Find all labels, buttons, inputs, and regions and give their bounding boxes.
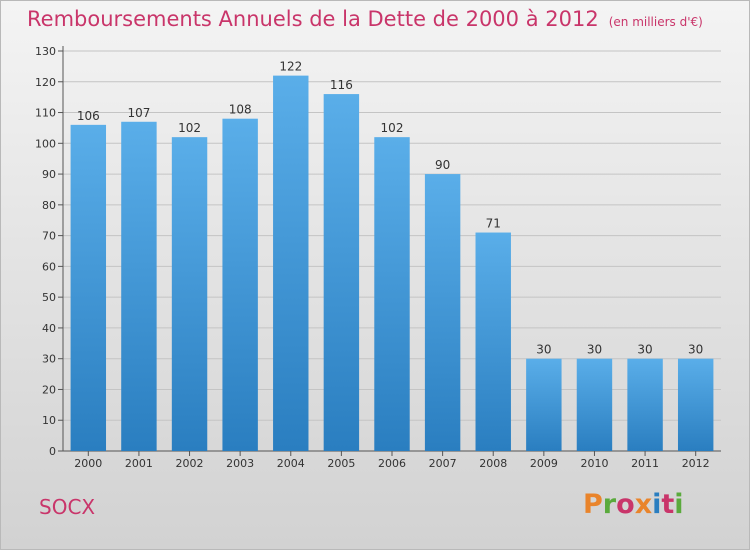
data-label: 71 [486, 217, 501, 231]
data-label: 116 [330, 78, 353, 92]
y-tick-label: 20 [42, 383, 56, 396]
labels: 0 10 20 30 40 50 60 70 80 90 100 110 120 130 106 2000 10… [35, 45, 710, 470]
proxiti-logo: Proxiti [583, 489, 684, 520]
data-label: 90 [435, 158, 450, 172]
data-label: 108 [229, 103, 252, 117]
y-tick-label: 120 [35, 76, 56, 89]
x-tick-label: 2000 [74, 457, 102, 470]
y-tick-label: 40 [42, 322, 56, 335]
y-tick-label: 0 [49, 445, 56, 458]
y-tick-label: 10 [42, 414, 56, 427]
bar [475, 232, 511, 451]
logo-letter: t [661, 489, 675, 520]
commune-name: SOCX [39, 495, 96, 519]
x-tick-label: 2002 [176, 457, 204, 470]
bar [323, 94, 360, 452]
x-tick-label: 2011 [631, 457, 659, 470]
bar [171, 137, 208, 451]
y-tick-label: 80 [42, 199, 56, 212]
y-tick-label: 50 [42, 291, 56, 304]
data-label: 102 [381, 121, 404, 135]
bar [627, 358, 663, 451]
x-tick-label: 2004 [277, 457, 305, 470]
bar [273, 75, 309, 451]
bars [70, 75, 714, 452]
data-label: 107 [127, 106, 150, 120]
logo-letter: x [634, 489, 653, 520]
logo-letter: i [652, 489, 662, 520]
bar [222, 118, 258, 451]
x-tick-label: 2012 [682, 457, 710, 470]
bar [70, 124, 107, 451]
y-tick-label: 70 [42, 230, 56, 243]
logo-letter: o [616, 489, 635, 520]
data-label: 106 [77, 109, 100, 123]
bar [677, 358, 714, 451]
y-tick-label: 90 [42, 168, 56, 181]
chart-title: Remboursements Annuels de la Dette de 20… [27, 7, 703, 31]
x-tick-label: 2008 [479, 457, 507, 470]
bar [576, 358, 613, 451]
data-label: 30 [688, 343, 703, 357]
data-label: 102 [178, 121, 201, 135]
data-label: 30 [587, 343, 602, 357]
x-tick-label: 2009 [530, 457, 558, 470]
bar [424, 174, 461, 452]
y-tick-label: 30 [42, 353, 56, 366]
x-tick-label: 2003 [226, 457, 254, 470]
x-tick-label: 2005 [327, 457, 355, 470]
data-label: 30 [637, 343, 652, 357]
logo-letter: i [674, 489, 684, 520]
chart-title-text: Remboursements Annuels de la Dette de 20… [27, 7, 599, 31]
data-label: 30 [536, 343, 551, 357]
logo-letter: r [602, 489, 617, 520]
x-tick-label: 2010 [580, 457, 608, 470]
bar [374, 137, 410, 451]
y-tick-label: 60 [42, 260, 56, 273]
x-tick-label: 2007 [429, 457, 457, 470]
x-tick-label: 2006 [378, 457, 406, 470]
y-tick-label: 130 [35, 45, 56, 58]
y-tick-label: 100 [35, 137, 56, 150]
bar [526, 358, 562, 451]
bar [121, 121, 157, 452]
logo-letter: P [583, 489, 603, 520]
y-tick-label: 110 [35, 107, 56, 120]
x-tick-label: 2001 [125, 457, 153, 470]
chart-subtitle: (en milliers d'€) [608, 15, 703, 29]
data-label: 122 [279, 60, 302, 74]
